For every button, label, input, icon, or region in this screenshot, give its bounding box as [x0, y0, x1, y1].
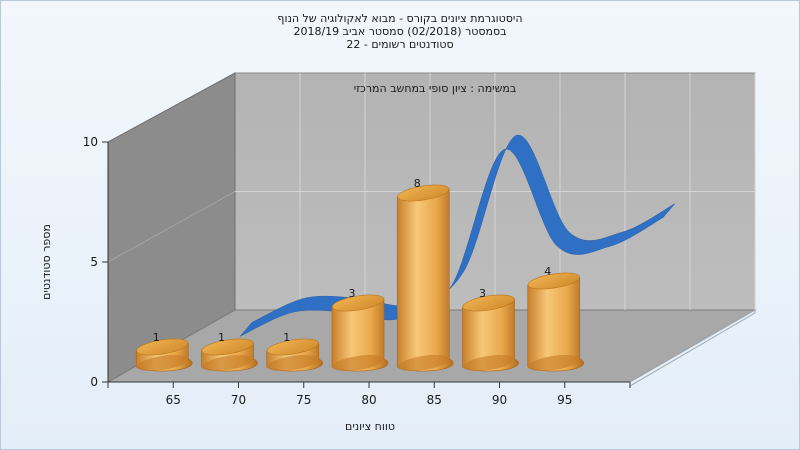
- y-axis-title: מספר סטודנטים: [40, 224, 53, 300]
- x-tick-label: 70: [231, 393, 246, 407]
- chart-title-line-1: היסטוגרמת ציונים בקורס - מבוא לאקולוגיה …: [277, 12, 522, 25]
- x-axis: 65 70 75 80 85 90 95: [107, 381, 631, 407]
- chart-title-line-2: בסמסטר (02/2018) סמסטר אביב 2018/19: [293, 25, 506, 38]
- bar: [331, 294, 389, 372]
- bar: [201, 338, 258, 372]
- bar: [135, 338, 193, 372]
- bar-value-label: 4: [544, 265, 551, 278]
- grid-lines: [107, 73, 756, 310]
- bar: [396, 184, 454, 372]
- bar: [462, 294, 519, 372]
- x-tick-label: 95: [557, 393, 572, 407]
- chart-subtitle: במשימה : ציון סופי במחשב המרכזי: [354, 82, 517, 95]
- bar-value-label: 3: [479, 287, 486, 300]
- x-tick-label: 75: [296, 393, 311, 407]
- y-tick-label: 5: [90, 255, 98, 269]
- x-tick-label: 65: [166, 393, 181, 407]
- x-tick-label: 90: [492, 393, 507, 407]
- x-axis-title: טווח ציונים: [345, 420, 395, 433]
- bar: [527, 272, 584, 372]
- bar-value-label: 3: [349, 287, 356, 300]
- bar-value-label: 1: [283, 331, 290, 344]
- chart-title-line-3: סטודנטים רשומים - 22: [346, 38, 453, 51]
- y-tick-label: 10: [83, 135, 98, 149]
- x-tick-label: 85: [427, 393, 442, 407]
- x-tick-label: 80: [361, 393, 376, 407]
- bar-value-label: 8: [414, 177, 421, 190]
- y-axis: 0 5 10: [83, 135, 109, 389]
- bar-value-label: 1: [153, 331, 160, 344]
- bar: [266, 338, 323, 372]
- y-tick-label: 0: [90, 375, 98, 389]
- bar-value-label: 1: [218, 331, 225, 344]
